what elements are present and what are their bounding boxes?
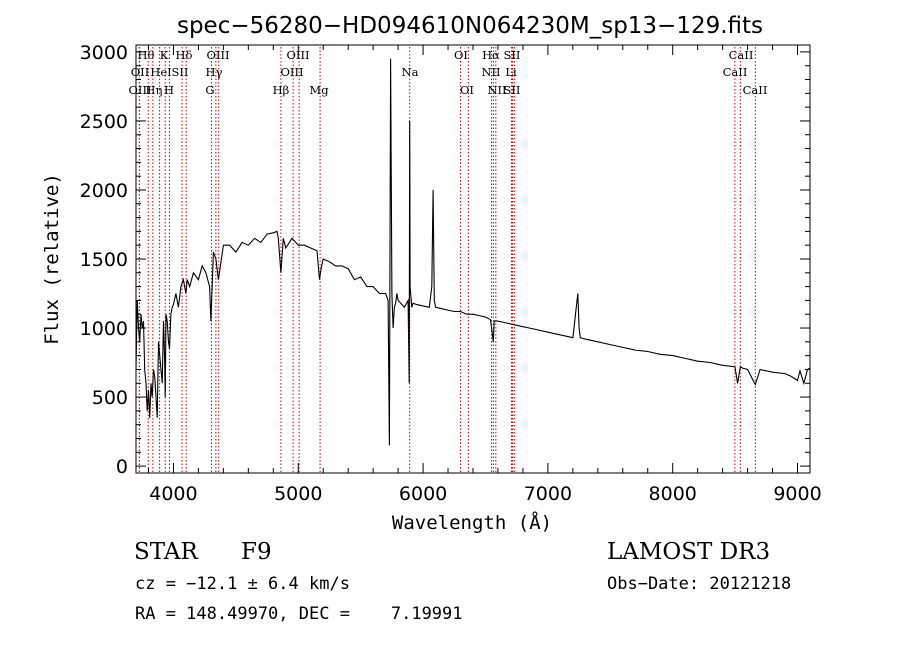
survey-name: LAMOST DR3 <box>607 539 770 565</box>
x-tick-label: 9000 <box>773 483 821 505</box>
spectral-line-label: NII <box>481 65 500 79</box>
spectral-line-label: Li <box>505 65 517 79</box>
spectral-line-label: CaII <box>729 48 754 62</box>
spectral-line-label: Hη <box>146 83 163 97</box>
spectral-line-label: OIII <box>128 83 151 97</box>
spectrum-series-line <box>135 58 811 446</box>
spectral-line-label: G <box>205 83 214 97</box>
spectral-line-label: Hγ <box>206 65 223 79</box>
y-tick-label: 3000 <box>80 42 128 64</box>
y-tick-label: 1000 <box>80 318 128 340</box>
spectral-line-label: Mg <box>309 83 329 97</box>
spectral-line-label: SII <box>504 48 521 62</box>
spectral-line-label: K <box>160 48 169 62</box>
spectral-line-label: OIII <box>280 65 303 79</box>
x-tick-label: 4000 <box>149 483 197 505</box>
spectral-line-label: OII <box>131 65 150 79</box>
spectral-line-label: OI <box>460 83 474 97</box>
spectral-line-label: OIII <box>206 48 229 62</box>
spectral-line-label: SII <box>172 65 189 79</box>
y-tick-label: 2000 <box>80 180 128 202</box>
coordinates-text: RA = 148.49970, DEC = 7.19991 <box>135 604 463 624</box>
spectral-line-label: Hα <box>482 48 500 62</box>
spectral-line-markers <box>138 47 756 473</box>
spectral-line-label: H <box>164 83 174 97</box>
spectral-line-label: SII <box>504 83 521 97</box>
x-tick-label: 8000 <box>649 483 697 505</box>
y-tick-label: 500 <box>92 387 128 409</box>
spectral-line-label: CaII <box>743 83 768 97</box>
y-tick-label: 2500 <box>80 111 128 133</box>
obs-date: Obs−Date: 20121218 <box>607 574 791 594</box>
spectral-line-label: Hδ <box>176 48 193 62</box>
spectral-line-label: CaII <box>723 65 748 79</box>
spectral-line-label: Na <box>402 65 419 79</box>
x-axis-label: Wavelength (Å) <box>392 511 552 534</box>
spectral-line-label: Hθ <box>138 48 155 62</box>
x-tick-label: 7000 <box>524 483 572 505</box>
spectral-line-label: Hβ <box>273 83 290 97</box>
y-tick-label: 0 <box>116 456 128 478</box>
chart-title: spec−56280−HD094610N064230M_sp13−129.fit… <box>177 13 763 39</box>
y-axis-ticks: 0 500 1000 1500 2000 2500 3000 <box>80 42 810 478</box>
y-axis-label: Flux (relative) <box>41 173 63 345</box>
spectral-line-label: NII <box>487 83 506 97</box>
x-tick-label: 6000 <box>399 483 447 505</box>
spectral-line-label: OI <box>454 48 468 62</box>
x-axis-ticks: 4000 5000 6000 7000 8000 9000 <box>147 45 822 505</box>
redshift-text: cz = −12.1 ± 6.4 km/s <box>135 574 350 594</box>
plot-frame <box>135 44 811 474</box>
object-subclass: F9 <box>241 539 272 565</box>
object-class: STAR <box>134 539 198 565</box>
y-tick-label: 1500 <box>80 249 128 271</box>
x-tick-label: 5000 <box>274 483 322 505</box>
spectral-line-label: HeI <box>150 65 171 79</box>
